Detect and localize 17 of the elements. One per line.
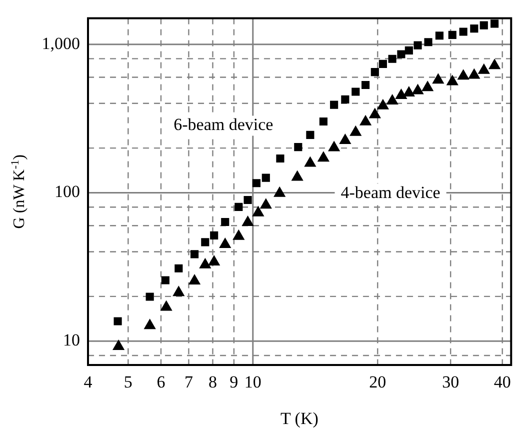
x-tick-label: 8: [208, 372, 217, 392]
y-tick-label: 10: [63, 330, 80, 350]
x-tick-label: 4: [84, 372, 93, 392]
y-axis-title: G (nW K-1): [9, 154, 28, 229]
x-axis-title: T (K): [280, 409, 318, 428]
x-tick-label: 20: [369, 372, 386, 392]
x-tick-label: 5: [124, 372, 132, 392]
x-tick-label: 7: [184, 372, 194, 392]
x-tick-label: 30: [442, 372, 460, 392]
y-tick-label: 100: [54, 182, 80, 202]
y-tick-label: 1,000: [42, 34, 80, 53]
annotation: 4-beam device: [340, 183, 440, 202]
annotation: 6-beam device: [174, 115, 274, 134]
x-tick-label: 10: [244, 372, 262, 392]
x-tick-label: 40: [494, 372, 511, 392]
x-tick-label: 6: [156, 372, 166, 392]
x-tick-label: 9: [230, 372, 238, 392]
